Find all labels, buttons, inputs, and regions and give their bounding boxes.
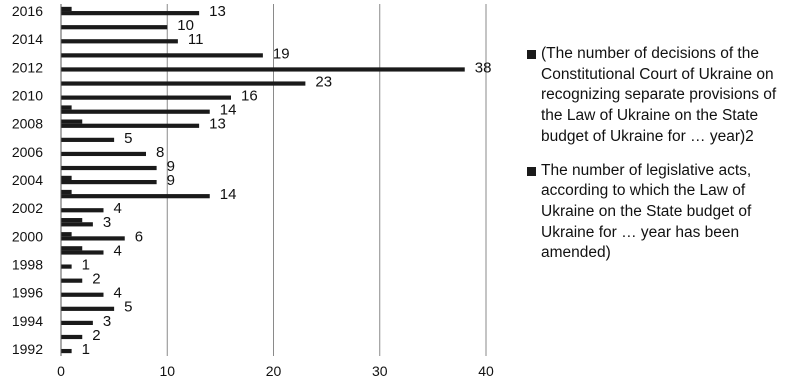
data-label: 10: [177, 17, 194, 34]
x-axis-ticks: 0 10 20 30 40: [57, 363, 494, 379]
data-label: 13: [209, 116, 226, 133]
data-label: 5: [124, 299, 132, 316]
bar-legislative-acts: [61, 137, 115, 142]
y-tick-label: 2012: [12, 59, 43, 75]
data-label: 1: [82, 341, 90, 358]
bar-legislative-acts: [61, 278, 83, 283]
bar-legislative-acts: [61, 236, 125, 241]
y-tick-label: 2016: [12, 3, 43, 19]
legend-label: The number of legislative acts, accordin…: [541, 161, 752, 262]
x-tick-label: 30: [372, 363, 388, 379]
bar-legislative-acts: [61, 208, 104, 213]
y-tick-label: 2014: [12, 31, 43, 47]
bar-legislative-acts: [61, 292, 104, 297]
y-tick-label: 1996: [12, 285, 43, 301]
bar-legislative-acts: [61, 123, 200, 128]
data-label: 3: [103, 214, 111, 231]
data-label: 23: [315, 73, 332, 90]
bar-legislative-acts: [61, 250, 104, 255]
data-label: 6: [135, 228, 143, 245]
data-label: 4: [114, 242, 122, 259]
data-label: 11: [188, 31, 204, 48]
bar-legislative-acts: [61, 151, 146, 157]
bar-legislative-acts: [61, 67, 465, 72]
bar-legislative-acts: [61, 81, 306, 86]
bar-decisions: [61, 232, 72, 237]
y-tick-label: 1998: [12, 256, 43, 272]
bar-decisions: [61, 189, 72, 195]
bar-legislative-acts: [61, 194, 210, 199]
y-axis-ticks: 2016 2014 2012 2010 2008 2006 2004 2002 2000 1998…: [12, 3, 43, 357]
bar-legislative-acts: [61, 306, 115, 311]
data-label: 8: [156, 144, 164, 161]
data-label: 5: [124, 130, 132, 147]
y-tick-label: 2004: [12, 172, 43, 188]
bar-legislative-acts: [61, 334, 83, 340]
data-label: 38: [475, 59, 492, 76]
bar-legislative-acts: [61, 320, 93, 325]
bars: [61, 6, 465, 354]
legend-item-decisions: (The number of decisions of the Constitu…: [527, 44, 789, 148]
legend-item-legislative-acts: The number of legislative acts, accordin…: [527, 161, 789, 265]
bar-legislative-acts: [61, 39, 178, 44]
legend: (The number of decisions of the Constitu…: [527, 44, 789, 277]
bar-legislative-acts: [61, 165, 157, 171]
y-tick-label: 2006: [12, 144, 43, 160]
data-label: 9: [167, 172, 175, 189]
data-label: 19: [273, 45, 290, 62]
data-label: 14: [220, 102, 237, 119]
bar-decisions: [61, 175, 72, 180]
bar-decisions: [61, 246, 83, 251]
x-tick-label: 20: [266, 363, 282, 379]
bar-legislative-acts: [61, 264, 72, 269]
y-tick-label: 2010: [12, 88, 43, 104]
bar-legislative-acts: [61, 25, 168, 30]
bar-legislative-acts: [61, 222, 93, 227]
data-label: 13: [209, 3, 226, 20]
bar-decisions: [61, 119, 83, 124]
x-tick-label: 10: [159, 363, 175, 379]
bar-legislative-acts: [61, 348, 72, 354]
data-label: 9: [167, 158, 175, 175]
y-tick-label: 2002: [12, 200, 43, 216]
data-label: 1: [82, 256, 90, 273]
bar-legislative-acts: [61, 180, 157, 185]
y-tick-label: 1994: [12, 313, 43, 329]
legend-label: (The number of decisions of the Constitu…: [541, 45, 777, 145]
bar-legislative-acts: [61, 11, 200, 16]
y-tick-label: 2000: [12, 228, 43, 244]
data-label: 2: [92, 271, 100, 288]
bar-decisions: [61, 105, 72, 110]
data-label: 2: [92, 327, 100, 344]
bar-legislative-acts: [61, 53, 263, 58]
bar-legislative-acts: [61, 95, 231, 100]
legend-swatch: [527, 50, 536, 59]
bar-legislative-acts: [61, 109, 210, 114]
y-tick-label: 1992: [12, 341, 43, 357]
gridlines: [166, 4, 487, 356]
x-tick-label: 0: [57, 363, 65, 379]
data-label: 4: [114, 285, 122, 302]
legend-swatch: [527, 166, 536, 176]
bar-decisions: [61, 218, 83, 223]
x-tick-label: 40: [478, 363, 494, 379]
bar-decisions: [61, 6, 72, 12]
y-tick-label: 2008: [12, 116, 43, 132]
data-label: 3: [103, 313, 111, 330]
data-label: 4: [114, 200, 122, 217]
data-label: 16: [241, 88, 258, 105]
data-label: 14: [220, 186, 237, 203]
